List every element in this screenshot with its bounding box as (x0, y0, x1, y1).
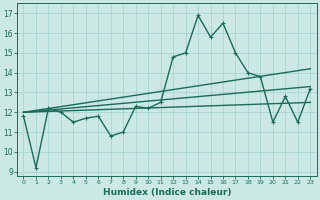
X-axis label: Humidex (Indice chaleur): Humidex (Indice chaleur) (103, 188, 231, 197)
